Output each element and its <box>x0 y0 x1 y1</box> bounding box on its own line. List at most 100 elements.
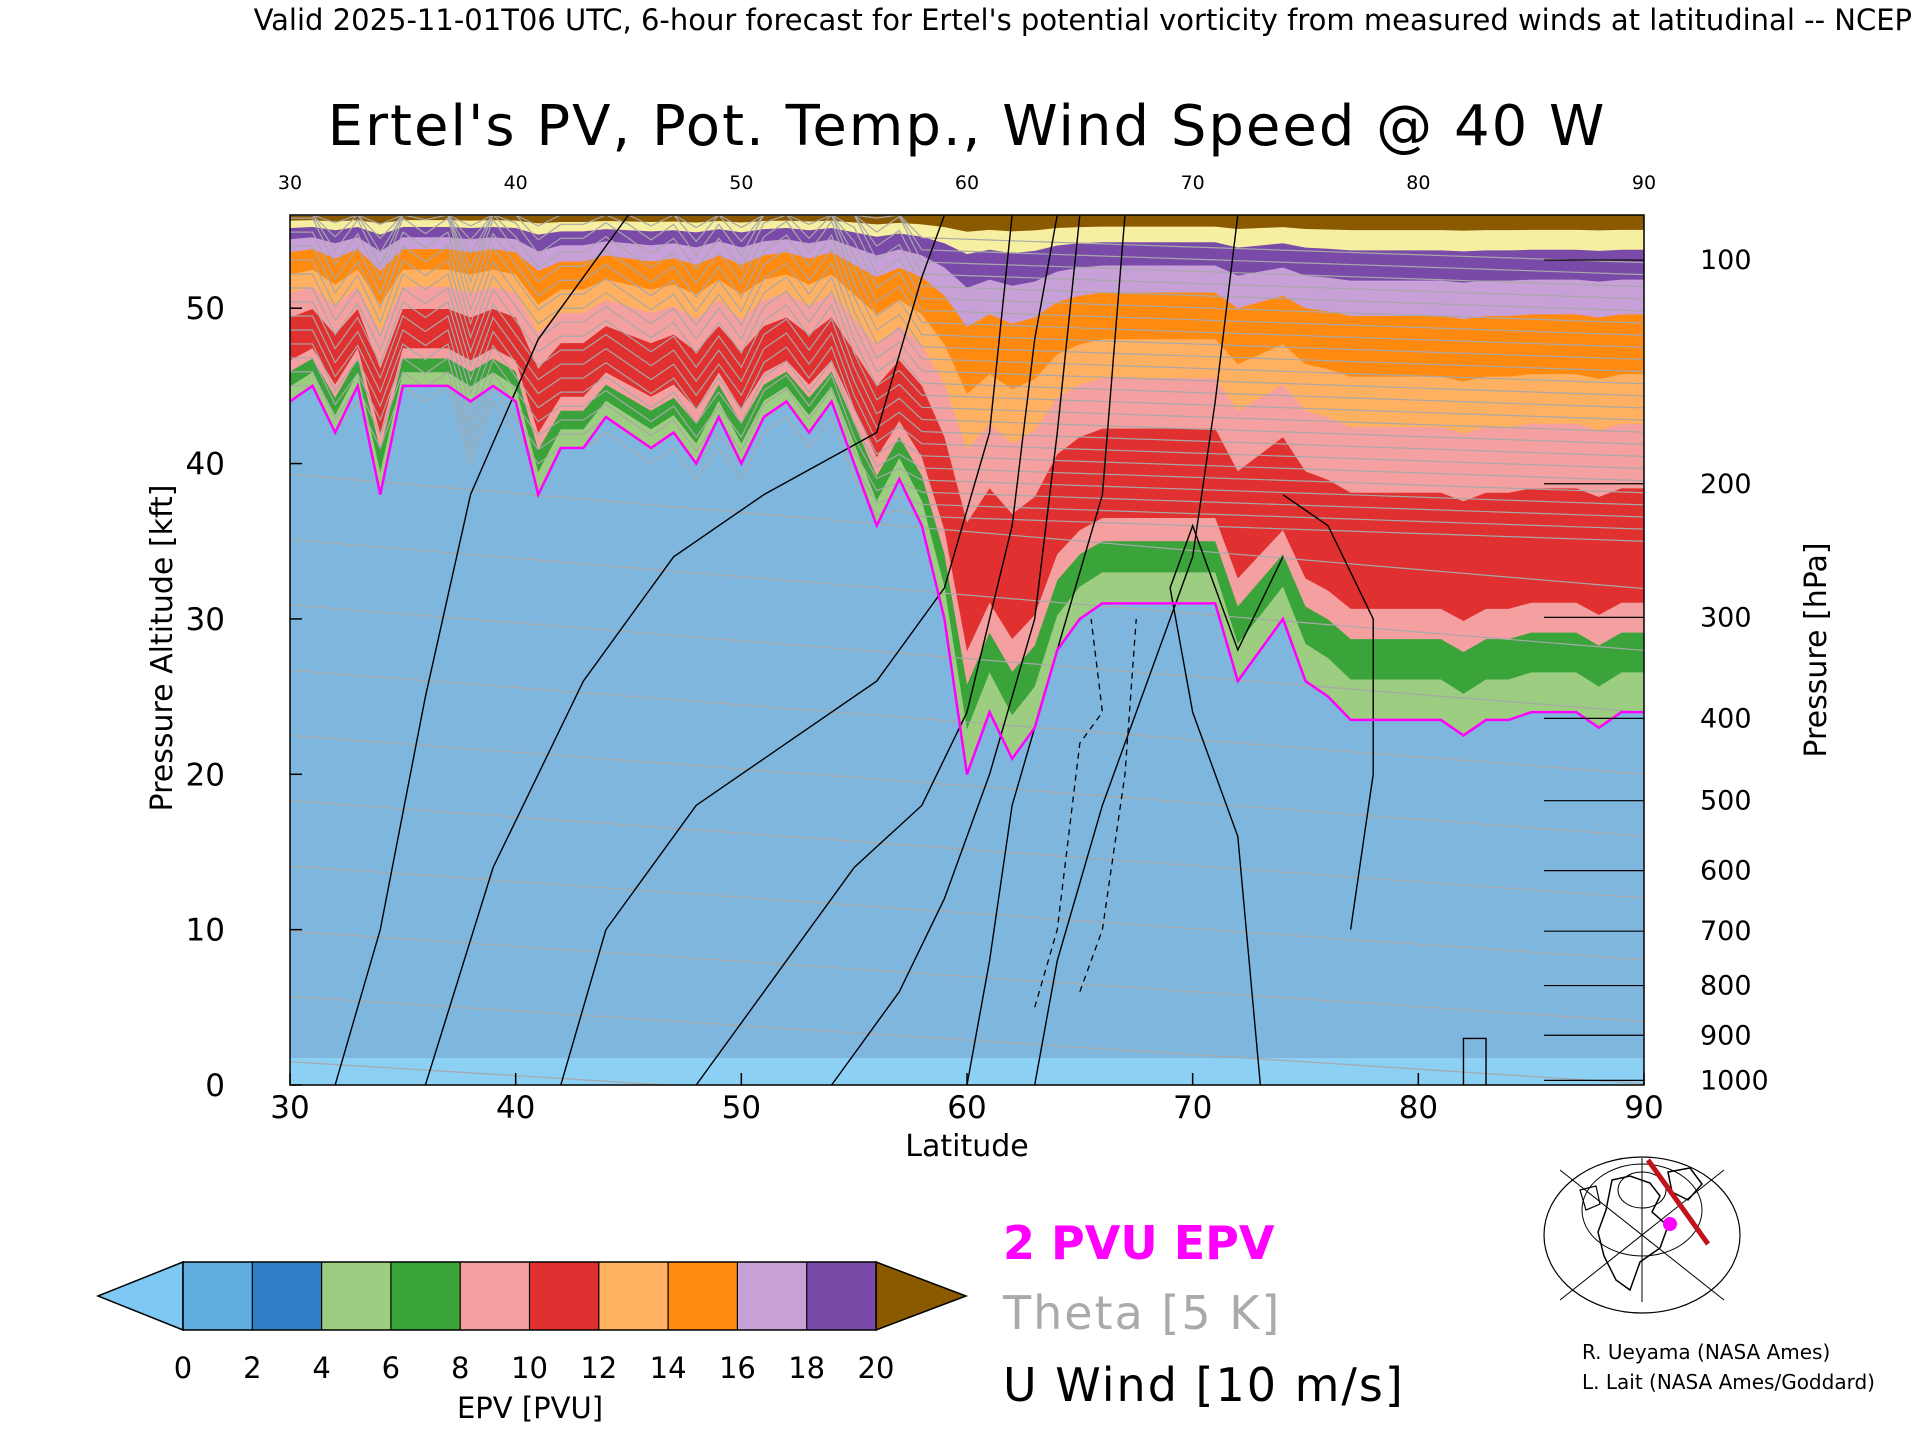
colorbar-segment <box>390 1262 461 1330</box>
theta-line-21 <box>290 231 1644 409</box>
colorbar-segment <box>252 1262 323 1330</box>
credit-line-2: L. Lait (NASA Ames/Goddard) <box>1582 1370 1875 1394</box>
colorbar-segment <box>668 1262 738 1330</box>
colorbar-tick-label: 0 <box>174 1351 192 1385</box>
pressure-tick-label: 1000 <box>1700 1065 1769 1096</box>
theta-line-6 <box>290 669 1644 775</box>
section-marker <box>1663 1217 1677 1231</box>
colorbar-tick-label: 16 <box>719 1351 756 1385</box>
wind-contour-8 <box>1282 494 1374 930</box>
pressure-tick-label: 200 <box>1700 469 1752 500</box>
credit-line-1: R. Ueyama (NASA Ames) <box>1582 1340 1831 1364</box>
theta-line-32 <box>290 215 1644 276</box>
colorbar-tick-label: 6 <box>382 1351 400 1385</box>
theta-line-17 <box>290 287 1644 458</box>
x-tick-label: 80 <box>1399 1090 1438 1126</box>
theta-line-3 <box>290 865 1644 961</box>
colorbar-tick-label: 20 <box>858 1351 895 1385</box>
x-tick-label: 30 <box>270 1090 309 1126</box>
colorbar-segment <box>321 1262 392 1330</box>
wind-contour-0 <box>334 215 630 1085</box>
top-tick-label: 50 <box>729 172 753 194</box>
theta-line-8 <box>290 539 1644 652</box>
theta-line-14 <box>290 328 1644 494</box>
wind-contour-6 <box>1034 215 1239 1085</box>
wind-contour-1 <box>424 215 946 1085</box>
top-tick-label: 60 <box>955 172 979 194</box>
theta-line-4 <box>290 800 1644 899</box>
x-tick-label: 70 <box>1173 1090 1212 1126</box>
wind-contour-4 <box>831 215 1081 1085</box>
theta-line-18 <box>290 273 1644 445</box>
theta-line-26 <box>290 215 1644 348</box>
y-tick-label: 30 <box>186 602 225 638</box>
theta-line-30 <box>290 215 1644 300</box>
y2-axis-label: Pressure [hPa] <box>1799 542 1834 757</box>
theta-line-22 <box>290 217 1644 397</box>
y-tick-label: 0 <box>205 1068 225 1104</box>
chart-title: Ertel's PV, Pot. Temp., Wind Speed @ 40 … <box>328 94 1607 159</box>
pressure-tick-label: 600 <box>1700 856 1752 887</box>
colorbar-segment <box>460 1262 530 1330</box>
theta-line-24 <box>290 215 1644 373</box>
colorbar-under-arrow <box>95 1260 184 1332</box>
theta-line-1 <box>290 995 1644 1085</box>
pressure-tick-label: 400 <box>1700 703 1752 734</box>
theta-line-9 <box>290 473 1644 590</box>
x-tick-label: 90 <box>1624 1090 1663 1126</box>
pressure-tick-label: 500 <box>1700 786 1752 817</box>
wind-contour-9 <box>1462 1037 1487 1085</box>
theta-line-5 <box>290 734 1644 837</box>
y-tick-label: 50 <box>186 291 225 327</box>
theta-line-2 <box>290 930 1644 1023</box>
pressure-tick-label: 300 <box>1700 602 1752 633</box>
x-tick-label: 40 <box>496 1090 535 1126</box>
y-tick-label: 20 <box>186 757 225 793</box>
colorbar-segment <box>183 1262 253 1330</box>
colorbar-tick-label: 18 <box>788 1351 825 1385</box>
top-tick-label: 30 <box>278 172 302 194</box>
y-axis-label: Pressure Altitude [kft] <box>145 485 180 812</box>
top-tick-label: 80 <box>1406 172 1430 194</box>
section-path <box>1645 1158 1711 1246</box>
theta-line-23 <box>290 215 1644 385</box>
y-tick-label: 40 <box>186 447 225 483</box>
colorbar-segment <box>598 1262 669 1330</box>
theta-line-10 <box>290 384 1644 542</box>
legend-pv: 2 PVU EPV <box>1003 1216 1275 1270</box>
colorbar-label: EPV [PVU] <box>457 1391 603 1425</box>
colorbar-tick-label: 12 <box>580 1351 617 1385</box>
top-tick-label: 40 <box>504 172 528 194</box>
x-tick-label: 50 <box>722 1090 761 1126</box>
theta-line-19 <box>290 259 1644 433</box>
colorbar-over-arrow <box>875 1260 969 1332</box>
pressure-tick-label: 100 <box>1700 245 1752 276</box>
legend-theta: Theta [5 K] <box>1003 1286 1282 1340</box>
wind-contour-7 <box>1169 523 1284 1085</box>
theta-line-27 <box>290 215 1644 336</box>
pv-2pvu-line <box>290 382 1644 775</box>
colorbar: 0 2 4 6 8 10 12 14 16 18 20 <box>95 1260 969 1385</box>
theta-line-11 <box>290 370 1644 530</box>
theta-line-29 <box>290 215 1644 312</box>
colorbar-segment <box>737 1262 808 1330</box>
theta-line-16 <box>290 301 1644 470</box>
top-tick-label: 70 <box>1181 172 1205 194</box>
theta-line-7 <box>290 604 1644 713</box>
colorbar-segment <box>529 1262 600 1330</box>
top-tick-label: 90 <box>1632 172 1656 194</box>
pressure-tick-label: 900 <box>1700 1020 1752 1051</box>
pressure-tick-label: 700 <box>1700 916 1752 947</box>
x-axis-label: Latitude <box>905 1129 1028 1164</box>
theta-line-33 <box>290 215 1644 264</box>
wind-contour-3 <box>695 215 1058 1085</box>
colorbar-tick-label: 8 <box>451 1351 469 1385</box>
y-tick-label: 10 <box>186 913 225 949</box>
pv-band-10 <box>290 215 1644 232</box>
colorbar-segment <box>806 1262 877 1330</box>
plot-area <box>290 215 1644 1085</box>
wind-contour-2 <box>560 215 1013 1085</box>
colorbar-tick-label: 4 <box>312 1351 330 1385</box>
theta-line-28 <box>290 215 1644 324</box>
